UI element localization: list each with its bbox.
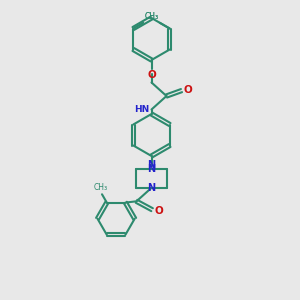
- Text: N: N: [147, 183, 156, 193]
- Text: CH₃: CH₃: [144, 12, 158, 21]
- Text: N: N: [147, 164, 156, 174]
- Text: O: O: [184, 85, 193, 95]
- Text: O: O: [148, 70, 157, 80]
- Text: O: O: [154, 206, 163, 216]
- Text: CH₃: CH₃: [145, 12, 159, 21]
- Text: CH₃: CH₃: [94, 184, 108, 193]
- Text: N: N: [147, 160, 156, 170]
- Text: HN: HN: [134, 105, 149, 114]
